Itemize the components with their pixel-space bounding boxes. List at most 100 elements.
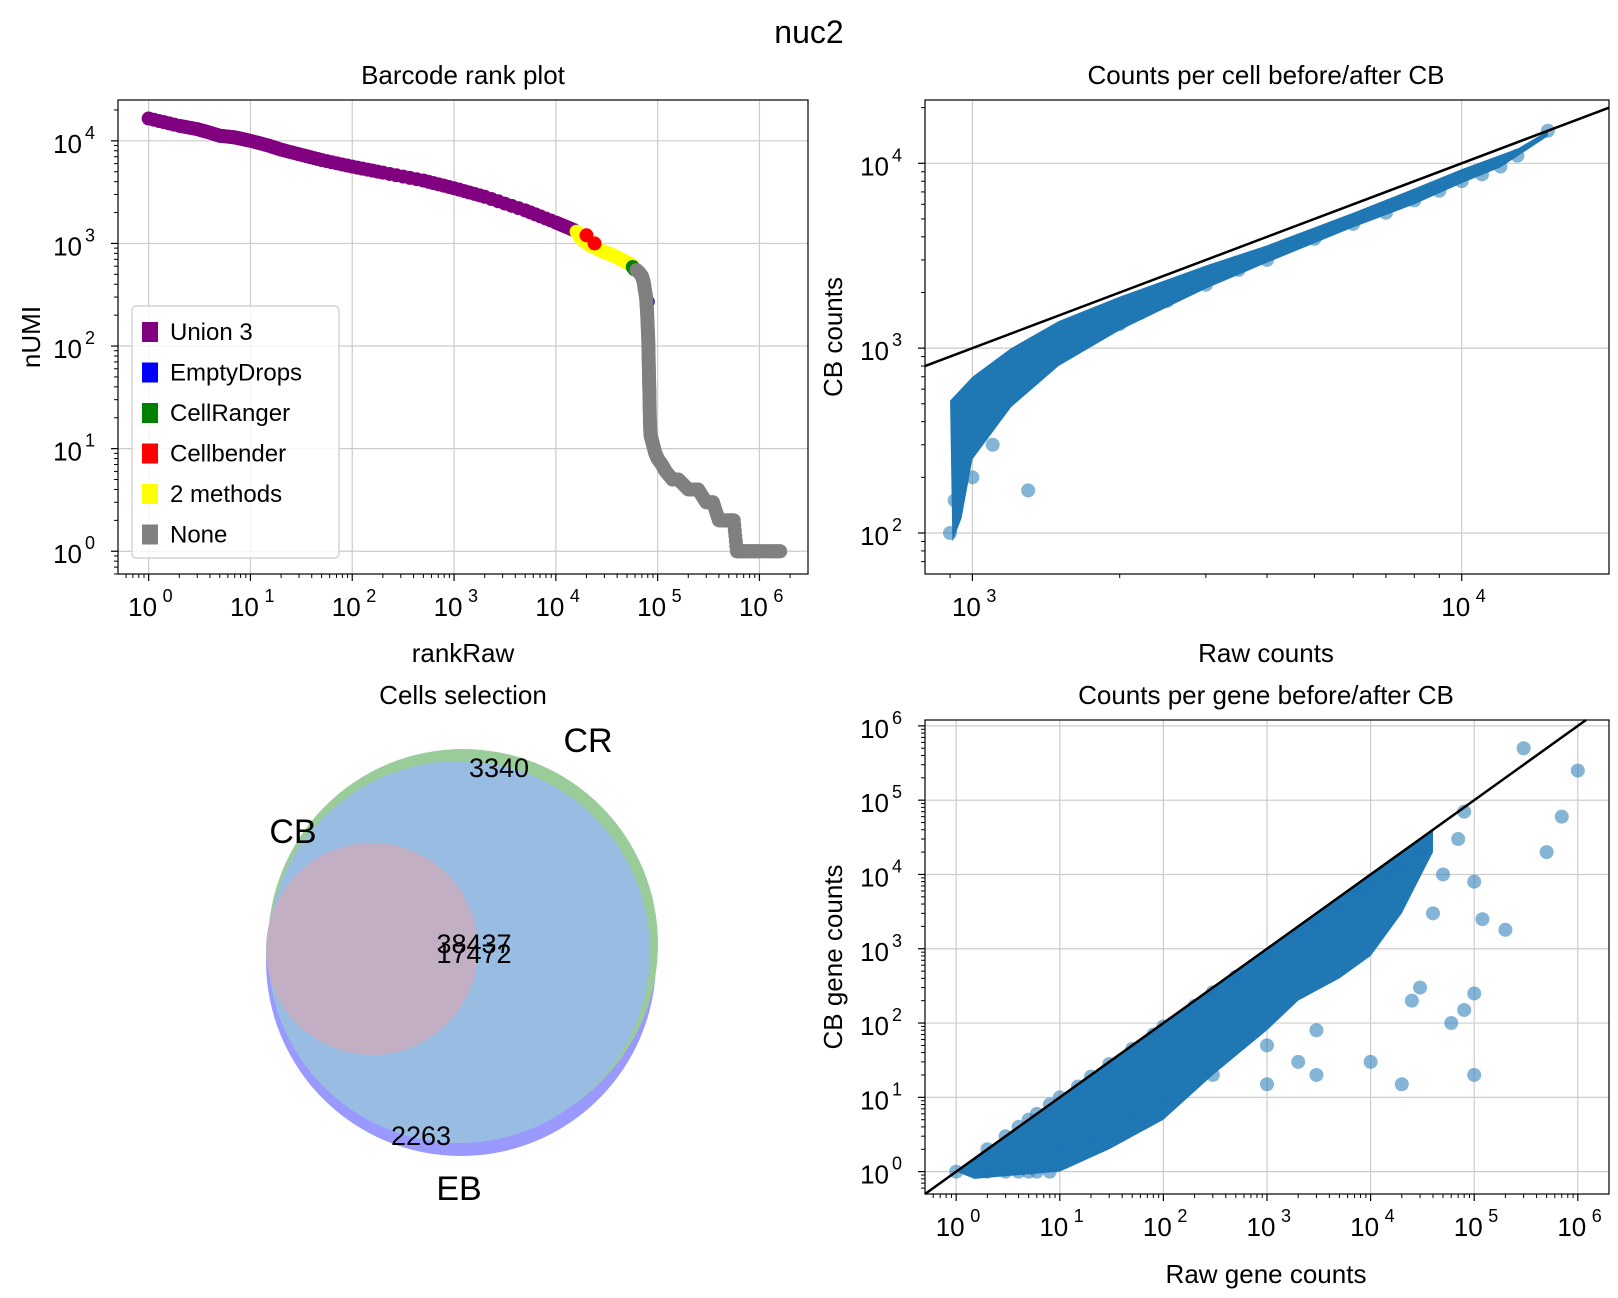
x-tick-label: 10: [1143, 1212, 1172, 1242]
cell-ticks: 10 3 10 410 210 310 4: [860, 107, 1486, 622]
gene-point: [1467, 1067, 1482, 1082]
gene-point: [1309, 916, 1324, 931]
x-tick-label: 10: [332, 592, 361, 622]
y-tick-exponent: 0: [892, 1154, 902, 1174]
x-tick-exponent: 3: [468, 586, 478, 606]
y-tick-label: 10: [860, 151, 889, 181]
cell-point: [985, 437, 1000, 452]
x-tick-exponent: 1: [1074, 1206, 1084, 1226]
gene-point: [998, 1164, 1013, 1179]
gene-counts-plot: Counts per gene before/after CB 10 0 10 1 10…: [818, 680, 1610, 1289]
x-tick-exponent: 2: [366, 586, 376, 606]
gene-point: [1457, 804, 1472, 819]
y-tick-exponent: 1: [892, 1079, 902, 1099]
y-tick-exponent: 3: [85, 225, 95, 245]
identity-line: [924, 718, 1587, 1196]
gene-point: [1467, 986, 1482, 1001]
gene-point: [1413, 845, 1428, 860]
rank-point: [773, 544, 788, 559]
x-tick-exponent: 4: [1385, 1206, 1395, 1226]
gene-point: [1260, 1077, 1274, 1092]
y-tick-label: 10: [53, 437, 82, 467]
gene-point: [1381, 867, 1396, 882]
gene-point: [1353, 886, 1368, 901]
venn-count-center-a: 38437: [436, 929, 511, 959]
gene-point: [1394, 1077, 1409, 1092]
x-tick-exponent: 6: [1592, 1206, 1602, 1226]
cell-point: [1021, 483, 1036, 498]
y-tick-exponent: 4: [85, 123, 95, 143]
y-tick-exponent: 2: [85, 328, 95, 348]
y-tick-exponent: 0: [85, 533, 95, 553]
y-tick-label: 10: [860, 1011, 889, 1041]
y-tick-exponent: 3: [892, 931, 902, 951]
gene-title: Counts per gene before/after CB: [1078, 680, 1454, 710]
venn-count-center-b: 17472: [436, 939, 511, 969]
rank-title: Barcode rank plot: [361, 60, 566, 90]
rank-frame: [117, 99, 809, 575]
gene-point: [1205, 1067, 1220, 1082]
venn-label-eb: EB: [436, 1170, 481, 1208]
y-tick-exponent: 3: [892, 330, 902, 350]
legend-swatch: [142, 524, 158, 545]
gene-point: [980, 1164, 995, 1179]
gene-point: [1156, 1090, 1171, 1105]
y-tick-label: 10: [53, 334, 82, 364]
gene-point: [1444, 1016, 1459, 1031]
gene-point: [1146, 1027, 1161, 1042]
venn-label-cb: CB: [269, 813, 316, 851]
legend-label: Union 3: [170, 319, 253, 346]
gene-point: [1363, 1054, 1378, 1069]
gene-xlabel: Raw gene counts: [1166, 1259, 1367, 1289]
x-tick-label: 10: [739, 592, 768, 622]
gene-point: [1260, 1038, 1274, 1053]
x-tick-exponent: 4: [570, 586, 580, 606]
x-tick-label: 10: [1350, 1212, 1379, 1242]
y-tick-label: 10: [860, 521, 889, 551]
y-tick-label: 10: [53, 231, 82, 261]
legend-frame: [131, 305, 340, 559]
gene-point: [1156, 1019, 1171, 1034]
gene-point: [1554, 809, 1569, 824]
gene-point: [1404, 993, 1419, 1008]
y-tick-label: 10: [860, 1085, 889, 1115]
suptitle: nuc2: [774, 14, 843, 50]
rank-point: [587, 236, 602, 251]
y-tick-label: 10: [860, 336, 889, 366]
y-tick-exponent: 2: [892, 1005, 902, 1025]
gene-ticks: 10 0 10 1 10 2 10 3 10 4 10 5 10 610 010 110 210 310 410 51…: [860, 708, 1602, 1242]
cell-grid: [925, 100, 1609, 574]
x-tick-exponent: 1: [264, 586, 274, 606]
x-tick-label: 10: [128, 592, 157, 622]
gene-marks: [924, 718, 1587, 1196]
y-tick-exponent: 5: [892, 782, 902, 802]
x-tick-exponent: 3: [1281, 1206, 1291, 1226]
legend-label: None: [170, 522, 227, 549]
y-tick-label: 10: [53, 129, 82, 159]
venn-title: Cells selection: [379, 680, 547, 710]
rank-legend: Union 3 EmptyDrops CellRanger Cellbender 2 m…: [131, 305, 340, 559]
y-tick-label: 10: [860, 1160, 889, 1190]
gene-point: [1413, 980, 1428, 995]
barcode-rank-plot: Barcode rank plot 10 0 10 1 10 2 10 3 10 4 10 5 10 61…: [16, 60, 809, 668]
x-tick-exponent: 2: [1177, 1206, 1187, 1226]
cell-counts-plot: Counts per cell before/after CB 10 3 10 410…: [818, 60, 1610, 668]
gene-point: [1309, 1067, 1324, 1082]
rank-xlabel: rankRaw: [412, 638, 515, 668]
x-tick-exponent: 4: [1476, 586, 1486, 606]
legend-label: 2 methods: [170, 481, 282, 508]
gene-point: [1436, 867, 1451, 882]
gene-point: [1475, 912, 1490, 927]
gene-point: [1457, 1002, 1472, 1017]
venn-label-cr: CR: [563, 722, 612, 760]
gene-point: [1363, 878, 1378, 893]
x-tick-exponent: 5: [672, 586, 682, 606]
venn-count-eb-only: 2263: [391, 1121, 451, 1151]
y-tick-exponent: 6: [892, 708, 902, 728]
gene-point: [1011, 1164, 1026, 1179]
gene-point: [1291, 928, 1306, 943]
x-tick-label: 10: [637, 592, 666, 622]
x-tick-exponent: 6: [773, 586, 783, 606]
gene-point: [1539, 845, 1554, 860]
legend-label: EmptyDrops: [170, 360, 302, 387]
